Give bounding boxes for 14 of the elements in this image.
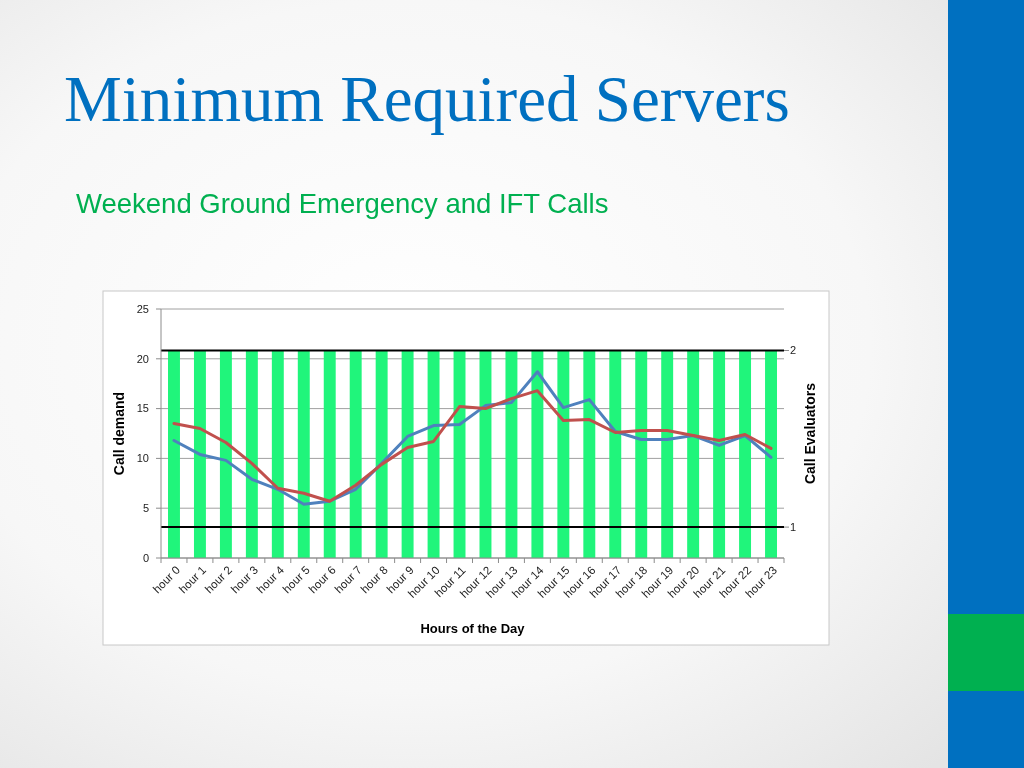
y-tick-label: 25 [136, 302, 149, 315]
y2-axis-title: Call Evaluators [802, 382, 818, 485]
y-axis-title: Call demand [111, 391, 127, 476]
y2-tick-label: 1 [790, 520, 797, 533]
x-axis-title: Hours of the Day [420, 621, 526, 636]
y-tick-label: 0 [142, 551, 149, 564]
line-series [172, 389, 773, 503]
chart-subtitle: Weekend Ground Emergency and IFT Calls [76, 188, 609, 219]
y2-tick-label: 2 [790, 344, 797, 357]
y-tick-label: 5 [142, 502, 149, 515]
y-tick-label: 20 [136, 352, 149, 365]
chart-title: Minimum Required Servers [64, 63, 790, 135]
y-tick-label: 10 [136, 452, 149, 465]
y-tick-label: 15 [136, 402, 149, 415]
